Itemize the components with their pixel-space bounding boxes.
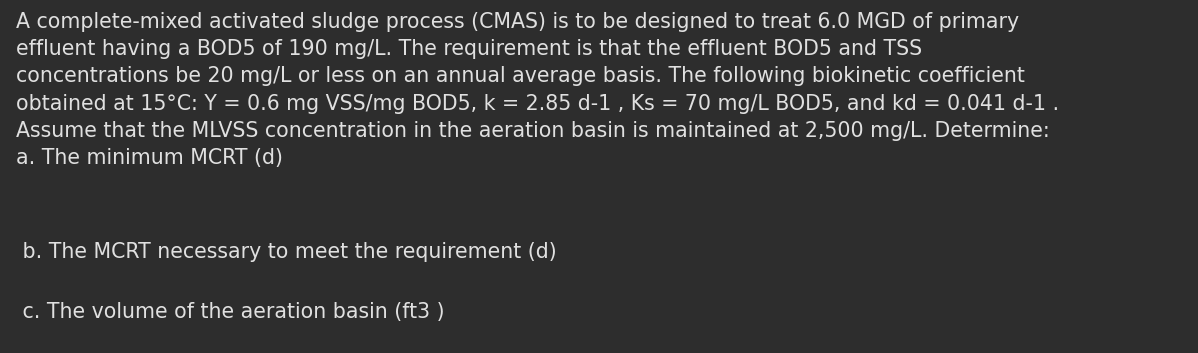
Text: c. The volume of the aeration basin (ft3 ): c. The volume of the aeration basin (ft3… (16, 302, 444, 322)
Text: b. The MCRT necessary to meet the requirement (d): b. The MCRT necessary to meet the requir… (16, 242, 556, 262)
Text: A complete-mixed activated sludge process (CMAS) is to be designed to treat 6.0 : A complete-mixed activated sludge proces… (16, 12, 1059, 168)
